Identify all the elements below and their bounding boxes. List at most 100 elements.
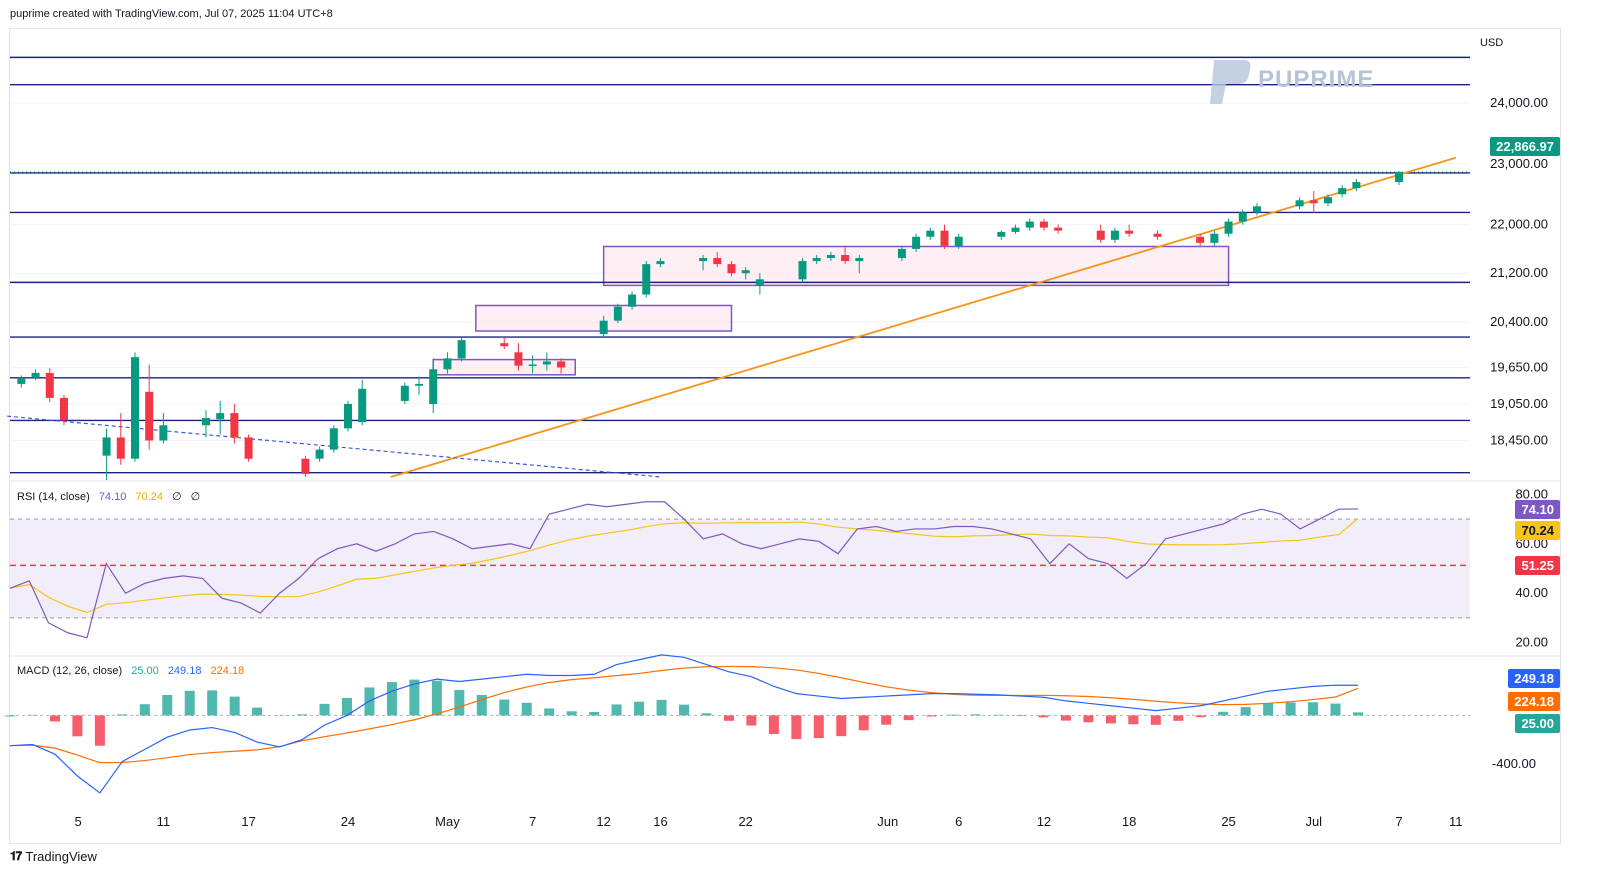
candle-body: [656, 261, 665, 265]
macd-legend-hist: 25.00: [131, 665, 159, 677]
chart-frame[interactable]: [9, 28, 1561, 844]
macd-histogram-bar: [791, 715, 802, 740]
tradingview-footer[interactable]: 𝟏𝟕 TradingView: [10, 849, 97, 864]
candle-body: [1096, 230, 1105, 240]
consolidation-zones: [432, 245, 1230, 376]
macd-histogram-bar: [1128, 715, 1139, 725]
candle-body: [812, 258, 821, 262]
candle-body: [1238, 212, 1247, 222]
rsi-level-tag: 51.25: [1515, 556, 1560, 575]
macd-histogram-bar: [252, 707, 263, 716]
rsi-legend-a: ∅: [172, 491, 182, 503]
candle-body: [912, 236, 921, 249]
macd-histogram-bar: [1016, 715, 1026, 717]
candle-body: [997, 231, 1006, 237]
candle-body: [145, 391, 154, 441]
candle-body: [1039, 221, 1048, 228]
macd-histogram-bar: [1285, 702, 1296, 716]
macd-histogram-bar: [5, 715, 15, 717]
candle-body: [528, 364, 537, 366]
macd-histogram-bar: [162, 695, 173, 716]
tradingview-logo-icon: 𝟏𝟕: [10, 849, 22, 863]
candle-body: [429, 369, 438, 404]
macd-legend-label: MACD (12, 26, close): [17, 665, 123, 677]
macd-histogram-bar: [566, 711, 577, 716]
candle-body: [741, 270, 750, 274]
price-tick-label: 22,000.00: [1490, 217, 1548, 232]
macd-panel: [5, 654, 1470, 794]
macd-histogram-bar: [139, 704, 150, 716]
candle-body: [1352, 182, 1361, 189]
candle-body: [1252, 206, 1261, 213]
date-tick-label: 16: [653, 814, 667, 829]
candle-body: [897, 248, 906, 259]
date-tick-label: 7: [529, 814, 536, 829]
rsi-legend-b: ∅: [190, 491, 201, 503]
currency-label[interactable]: USD: [1480, 37, 1504, 49]
candle-body: [301, 458, 310, 474]
macd-histogram-bar: [1173, 715, 1184, 721]
candle-body: [1309, 200, 1318, 204]
candle-body: [358, 388, 367, 423]
date-axis: 5 11 17 24 May 7 12 16 22 Jun 6 12 18 25 Jul 7 11: [75, 814, 1463, 829]
macd-legend[interactable]: MACD (12, 26, close) 25.00 249.18 224.18: [17, 665, 250, 677]
candle-body: [443, 358, 452, 370]
macd-histogram-bar: [634, 701, 645, 716]
candle-body: [1338, 188, 1347, 195]
macd-line: [9, 654, 1359, 794]
macd-signal-line: [9, 665, 1359, 764]
rsi-band: [10, 519, 1470, 618]
macd-histogram-bar: [229, 696, 240, 716]
macd-histogram-bar: [409, 679, 420, 716]
price-axis: 24,000.00 23,000.00 22,000.00 21,200.00 20,4…: [1490, 95, 1548, 771]
candle-body: [45, 372, 54, 398]
candle-body: [329, 428, 338, 450]
candle-body: [102, 437, 111, 456]
macd-histogram-bar: [701, 713, 712, 716]
candle-body: [713, 258, 722, 265]
date-tick-label: 11: [1449, 814, 1463, 829]
macd-histogram-bar: [342, 697, 352, 716]
rsi-value-tag: 74.10: [1515, 500, 1560, 519]
macd-histogram-bar: [1038, 715, 1049, 718]
price-tick-label: 24,000.00: [1490, 95, 1548, 110]
macd-histogram-bar: [454, 689, 465, 716]
candle-body: [699, 258, 708, 262]
candle-body: [1153, 233, 1162, 237]
date-tick-label: Jun: [877, 814, 898, 829]
candle-body: [1125, 230, 1134, 234]
rsi-line: [9, 501, 1359, 639]
macd-histogram-bar: [1083, 715, 1094, 723]
macd-line-tag: 249.18: [1508, 669, 1560, 688]
trendlines: [7, 156, 1457, 478]
macd-histogram-bar: [184, 690, 195, 716]
macd-histogram-bar: [72, 715, 83, 737]
macd-histogram-bar: [1263, 703, 1274, 716]
rsi-tick-label: 40.00: [1515, 585, 1548, 600]
candle-body: [613, 306, 622, 321]
date-tick-label: 12: [1037, 814, 1051, 829]
macd-histogram-bar: [723, 715, 734, 721]
candle-body: [1224, 221, 1233, 234]
candle-body: [1110, 230, 1119, 240]
candle-body: [542, 361, 551, 365]
date-tick-label: 11: [157, 814, 171, 829]
watermark-text: PUPRIME: [1258, 66, 1375, 93]
rsi-legend-value: 74.10: [98, 491, 127, 503]
consolidation-zone: [432, 358, 577, 376]
date-tick-label: Jul: [1305, 814, 1322, 829]
macd-histogram-bar: [881, 715, 892, 725]
macd-histogram-bar: [476, 694, 487, 716]
candle-body: [1295, 200, 1304, 207]
candle-body: [727, 264, 736, 274]
price-tick-label: 21,200.00: [1490, 265, 1548, 280]
macd-histogram-bar: [49, 715, 60, 722]
rsi-ma-tag: 70.24: [1515, 521, 1560, 540]
candle-body: [798, 261, 807, 280]
macd-histogram-bar: [746, 715, 757, 726]
candle-body: [1394, 171, 1403, 183]
macd-histogram-bar: [813, 715, 824, 739]
rsi-legend[interactable]: RSI (14, close) 74.10 70.24 ∅ ∅: [17, 490, 206, 503]
macd-histogram-bar: [971, 714, 982, 716]
